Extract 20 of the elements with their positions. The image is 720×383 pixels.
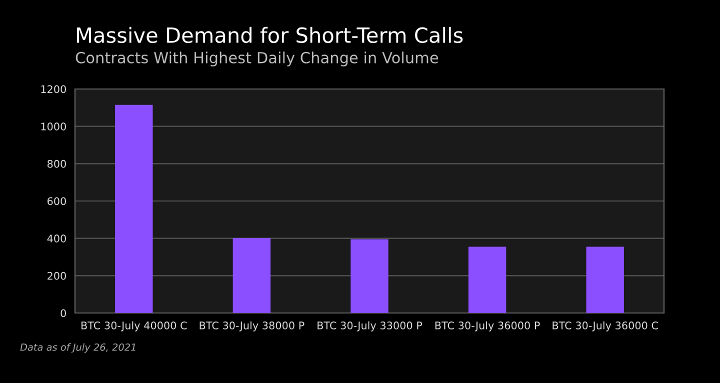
- y-tick-label: 600: [48, 197, 66, 206]
- y-tick-label: 800: [47, 160, 66, 168]
- chart-title: Massive Demand for Short-Term Calls: [77, 26, 463, 44]
- bar: [350, 239, 388, 313]
- x-tick-label: BTC 30-July 33000 P: [318, 321, 422, 332]
- chart-subtitle: Contracts With Highest Daily Change in Volume: [76, 52, 438, 66]
- y-tick-label: 0: [60, 309, 66, 318]
- bar: [115, 104, 153, 313]
- y-tick-label: 200: [48, 272, 66, 280]
- y-tick-label: 1200: [41, 85, 66, 94]
- x-tick-label: BTC 30-July 36000 C: [552, 321, 658, 332]
- y-tick-label: 1000: [41, 122, 66, 130]
- bar: [232, 238, 271, 313]
- bar: [586, 246, 624, 313]
- y-tick-label: 400: [47, 234, 66, 242]
- bar: [468, 246, 506, 313]
- x-tick-label: BTC 30-July 40000 C: [82, 321, 187, 332]
- text: Data as of July 26, 2021: [20, 343, 136, 353]
- x-tick-label: BTC 30-July 38000 P: [200, 321, 304, 332]
- x-tick-label: BTC 30-July 36000 P: [435, 321, 540, 332]
